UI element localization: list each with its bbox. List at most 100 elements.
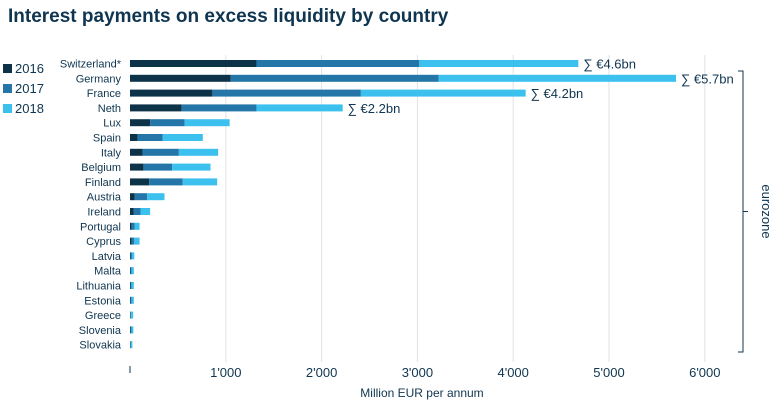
bar-2016-lux	[130, 119, 151, 127]
chart-title: Interest payments on excess liquidity by…	[8, 6, 449, 27]
bar-2017-spain	[137, 134, 163, 141]
bar-2018-spain	[162, 134, 203, 141]
bar-2018-neth	[256, 104, 343, 112]
legend-label-2016: 2016	[15, 60, 44, 76]
category-label: Spain	[93, 133, 121, 145]
category-label: Portugal	[80, 221, 121, 233]
legend-swatch-2017	[3, 83, 12, 93]
category-label: Latvia	[92, 251, 122, 263]
legend-label-2017: 2017	[15, 80, 44, 96]
category-label: Germany	[76, 73, 122, 85]
bar-2016-neth	[130, 104, 182, 112]
x-tick-label: 2'000	[306, 365, 337, 380]
category-label: Italy	[101, 147, 122, 159]
bar-2017-malta	[130, 267, 132, 275]
total-label: ∑ €4.6bn	[583, 57, 636, 72]
category-label: Cyprus	[86, 236, 121, 248]
bar-2017-lux	[150, 119, 185, 127]
x-tick-label: 4'000	[497, 365, 528, 380]
bar-2018-slovakia	[130, 341, 133, 349]
bar-2017-italy	[142, 148, 179, 156]
bar-2018-switzerland	[419, 60, 579, 67]
bar-2018-estonia	[131, 296, 134, 304]
x-tick-label: 5'000	[593, 365, 624, 380]
bar-2016-italy	[130, 148, 143, 156]
bar-2018-germany	[438, 74, 677, 82]
category-labels: Switzerland* Germany France Neth Lux Spain Ita…	[60, 59, 122, 352]
category-label: Lithuania	[76, 281, 122, 293]
category-label: Slovakia	[79, 340, 121, 352]
category-label: Greece	[85, 310, 121, 322]
category-label: Lux	[103, 118, 121, 130]
bar-2018-greece	[131, 311, 134, 319]
bar-2017-france	[212, 89, 361, 97]
bar-2017-estonia	[130, 296, 132, 304]
legend-item-2016: 2016	[3, 58, 44, 78]
bar-2017-finland	[149, 178, 183, 186]
bar-2018-finland	[182, 178, 218, 186]
legend-swatch-2016	[3, 63, 12, 73]
bar-2018-portugal	[134, 222, 140, 230]
legend-label-2018: 2018	[15, 100, 44, 116]
bar-2017-slovenia	[130, 326, 132, 334]
bracket-label: eurozone	[759, 184, 774, 238]
bar-2017-lithuania	[130, 282, 132, 289]
category-label: Malta	[94, 266, 122, 278]
total-label: ∑ €4.2bn	[531, 86, 584, 101]
category-label: Ireland	[87, 207, 121, 219]
bar-2016-belgium	[130, 163, 144, 171]
bar-2016-ireland	[130, 208, 134, 215]
bar-2016-portugal	[130, 222, 132, 230]
category-label: Slovenia	[79, 325, 122, 337]
bar-2017-germany	[230, 74, 439, 82]
bar-2018-italy	[178, 148, 219, 156]
total-label: ∑ €2.2bn	[348, 101, 401, 116]
bar-2018-latvia	[131, 252, 135, 260]
x-tick-label: 1'000	[210, 365, 241, 380]
bar-2016-switzerland	[130, 60, 257, 67]
x-tick-label: 3'000	[402, 365, 433, 380]
category-label: Switzerland*	[60, 59, 122, 71]
eurozone-bracket	[738, 70, 748, 353]
bar-2016-spain	[130, 134, 138, 141]
bar-2017-neth	[181, 104, 257, 112]
bars	[130, 60, 677, 349]
total-labels: ∑ €4.6bn ∑ €5.7bn ∑ €4.2bn ∑ €2.2bn	[348, 57, 734, 116]
bar-2016-germany	[130, 74, 231, 82]
bar-2016-austria	[130, 193, 135, 201]
bar-2016-cyprus	[130, 237, 132, 245]
bar-2018-lux	[184, 119, 230, 127]
bar-2018-france	[360, 89, 526, 97]
total-label: ∑ €5.7bn	[681, 71, 734, 86]
bar-2018-lithuania	[131, 282, 134, 289]
bar-2017-latvia	[130, 252, 132, 260]
bar-2018-ireland	[140, 208, 151, 215]
bar-2018-austria	[147, 193, 165, 201]
gridlines	[129, 55, 706, 373]
category-label: Estonia	[84, 295, 122, 307]
bar-2017-switzerland	[256, 60, 420, 67]
bar-2017-portugal	[131, 222, 135, 230]
bar-2018-malta	[131, 267, 134, 275]
bar-2017-ireland	[133, 208, 141, 215]
legend-item-2018: 2018	[3, 98, 44, 118]
x-tick-label: 6'000	[689, 365, 720, 380]
bar-2018-slovenia	[131, 326, 134, 334]
bar-2017-cyprus	[131, 237, 135, 245]
legend: 2016 2017 2018	[3, 58, 44, 118]
x-tick-labels: 1'000 2'000 3'000 4'000 5'000 6'000	[210, 365, 720, 380]
bar-2018-cyprus	[134, 237, 140, 245]
bar-2016-finland	[130, 178, 150, 186]
bar-2018-belgium	[172, 163, 211, 171]
bar-2017-slovakia	[130, 341, 131, 349]
category-label: Finland	[85, 177, 121, 189]
bar-2016-france	[130, 89, 213, 97]
x-axis-title: Million EUR per annum	[360, 386, 483, 400]
category-label: Belgium	[81, 162, 121, 174]
category-label: Neth	[98, 103, 121, 115]
legend-swatch-2018	[3, 103, 12, 113]
bar-2017-belgium	[143, 163, 173, 171]
bar-2017-greece	[130, 311, 132, 319]
legend-item-2017: 2017	[3, 78, 44, 98]
